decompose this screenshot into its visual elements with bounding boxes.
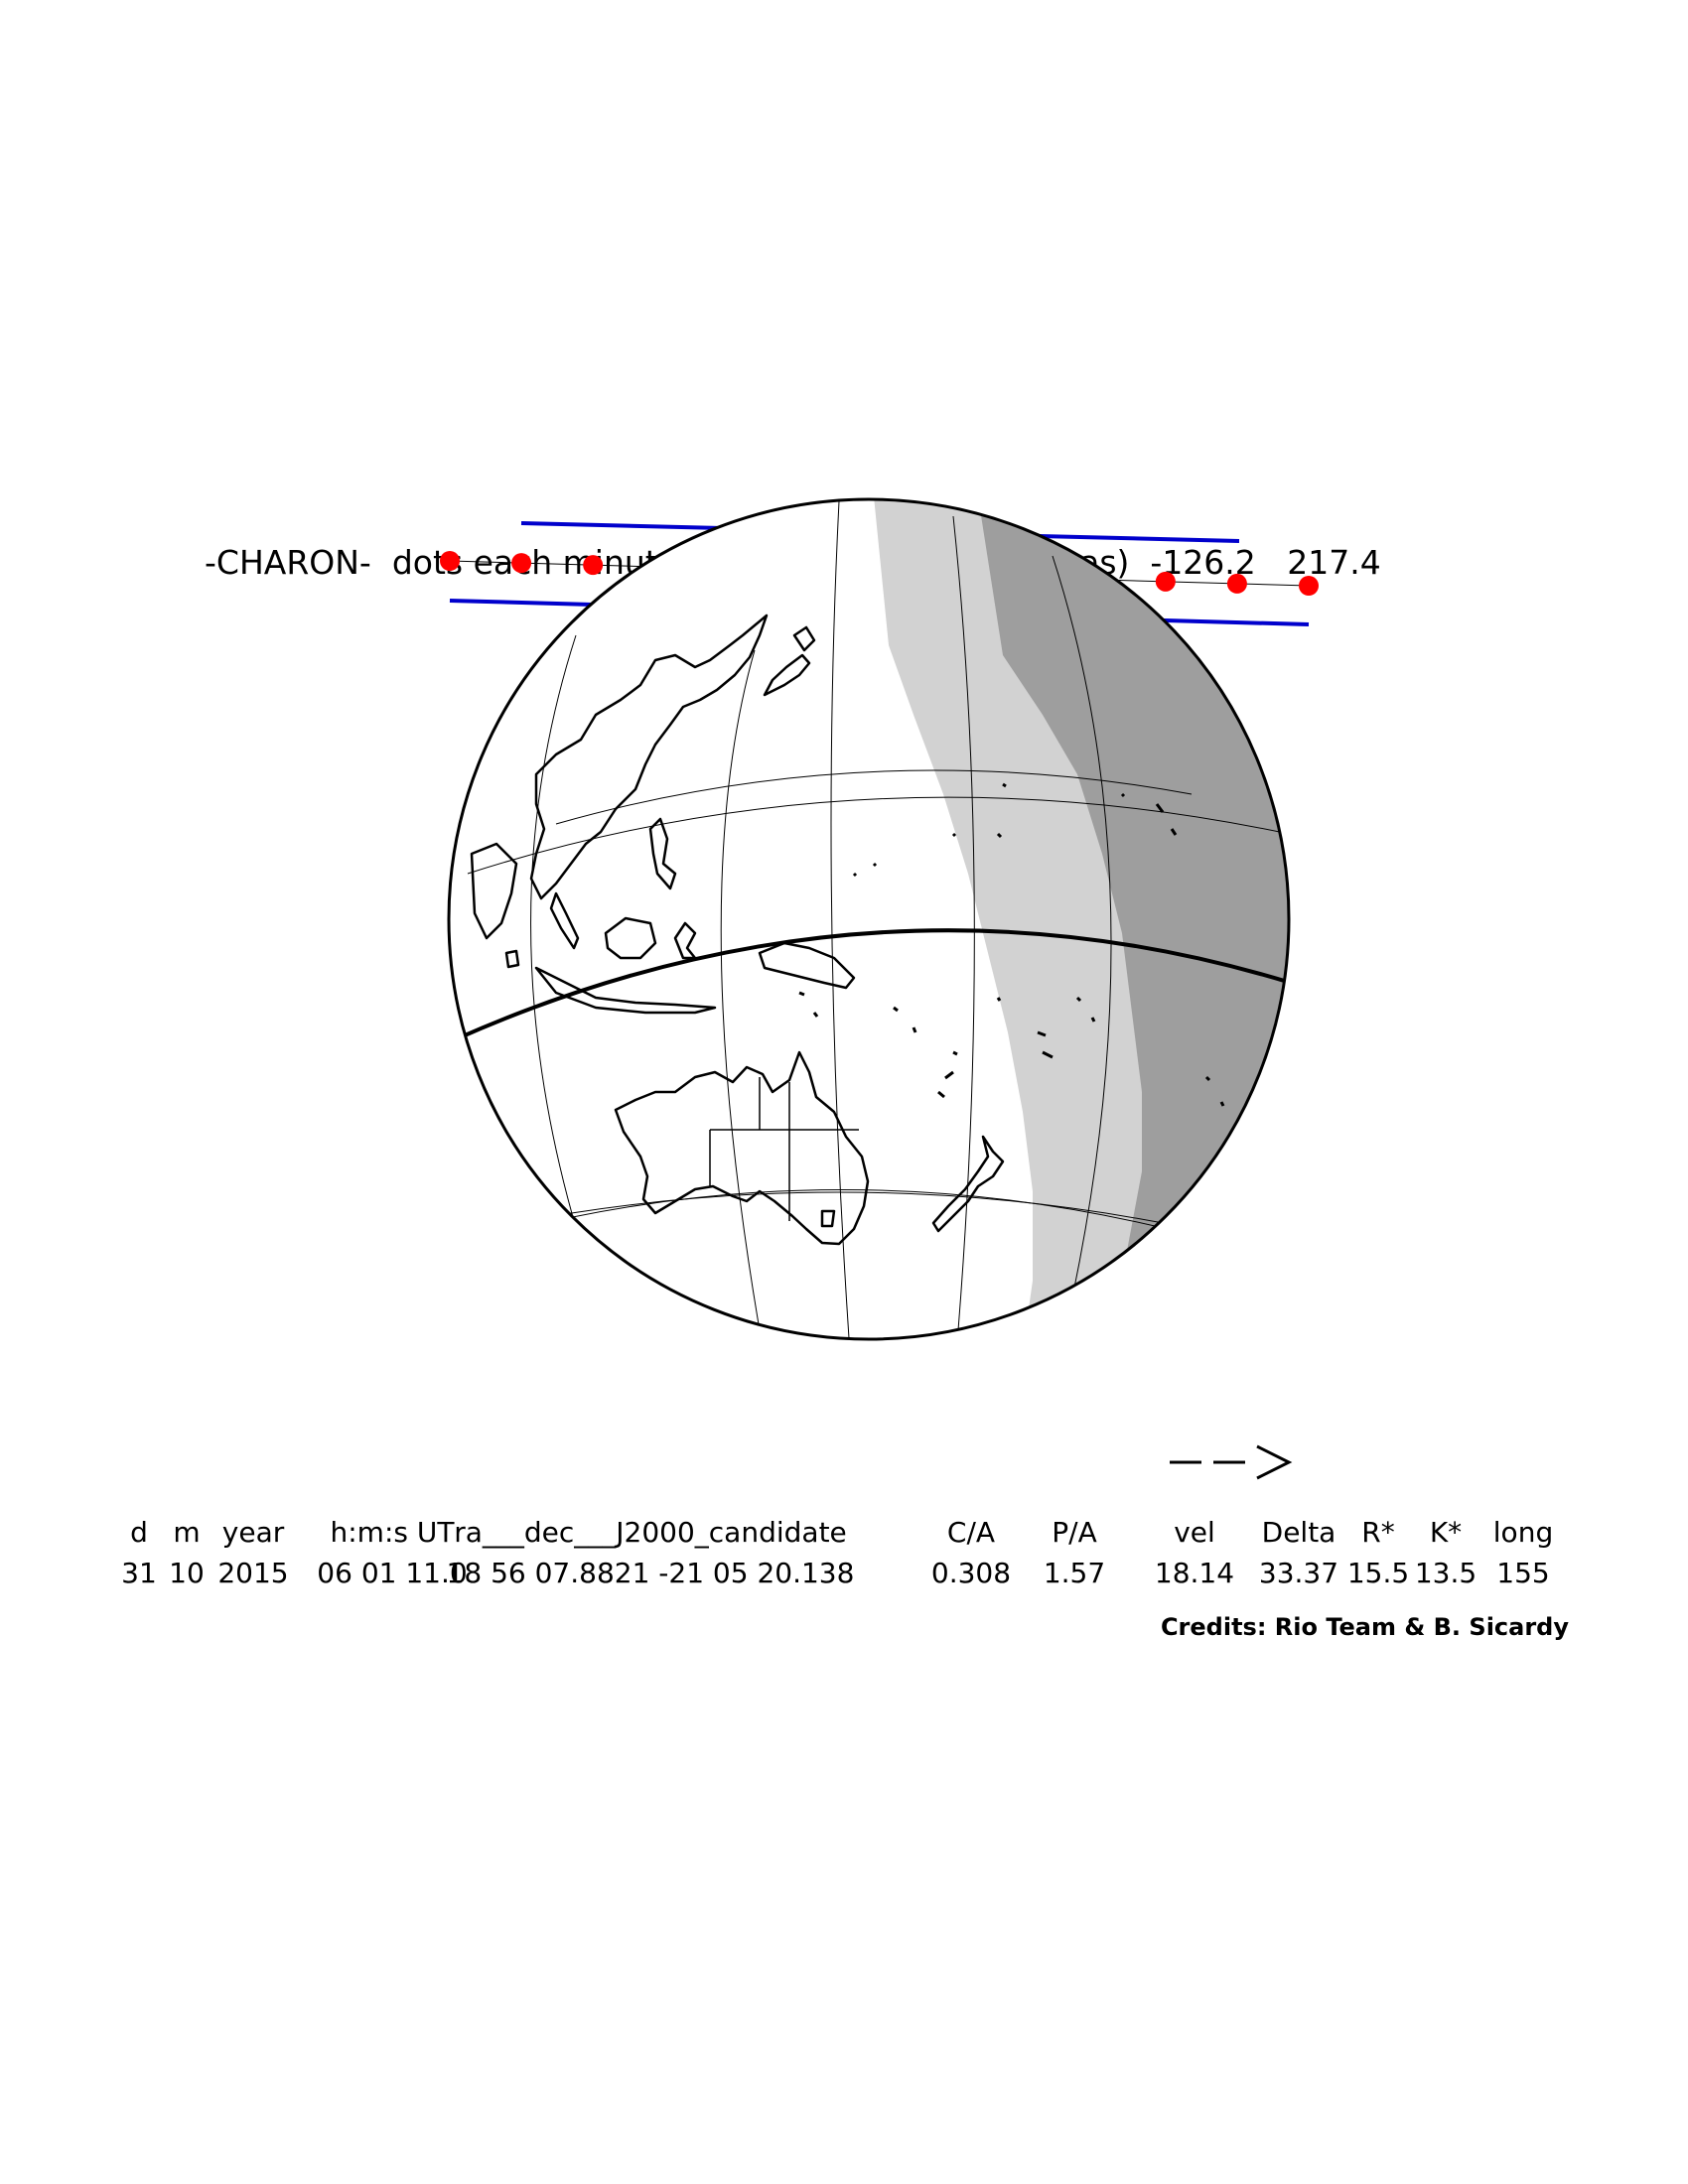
globe-outline (447, 497, 1291, 1341)
table-header: year (222, 1516, 285, 1549)
table-values: 31 10 2015 06 01 11.018 56 07.8821 -21 05 2… (121, 1557, 1550, 1589)
table-headers: d m year h:m:s UT ra___dec___J2000_candidate… (130, 1516, 1553, 1549)
table-header: ra___dec___J2000_candidate (454, 1516, 847, 1549)
minute-dot (583, 555, 604, 576)
new-guinea (758, 941, 856, 990)
graticule (451, 500, 1289, 1339)
table-header: Delta (1262, 1516, 1336, 1549)
direction-arrow (1170, 1444, 1293, 1480)
table-value: 13.5 (1415, 1557, 1477, 1589)
table-value: 1.57 (1044, 1557, 1105, 1589)
table-value: 15.5 (1347, 1557, 1409, 1589)
credits: Credits: Rio Team & B. Sicardy (1161, 1613, 1569, 1641)
east-asia-coast (529, 614, 769, 900)
table-value: 18.14 (1155, 1557, 1234, 1589)
new-zealand (931, 1135, 1005, 1233)
minute-dot (1226, 573, 1247, 594)
malay-peninsula (549, 891, 580, 950)
table-header: P/A (1052, 1516, 1096, 1549)
table-header: d (130, 1516, 148, 1549)
minute-dot (1155, 571, 1176, 592)
table-value: 10 (169, 1557, 205, 1589)
table-header: long (1493, 1516, 1553, 1549)
antarctica (707, 1368, 978, 1454)
table-value: 2015 (217, 1557, 288, 1589)
minute-dot (440, 551, 460, 571)
sri-lanka (504, 949, 520, 969)
table-value: 18 56 07.8821 -21 05 20.138 (447, 1557, 855, 1589)
tasmania (820, 1209, 836, 1228)
australia-state-borders (709, 1077, 859, 1221)
table-value: 06 01 11.0 (317, 1557, 467, 1589)
borneo (604, 916, 657, 960)
table-value: 155 (1496, 1557, 1549, 1589)
table-value: 0.308 (931, 1557, 1011, 1589)
minute-dot (1299, 576, 1319, 596)
philippines (648, 817, 677, 890)
table-header: R* (1361, 1516, 1394, 1549)
table-header: m (173, 1516, 200, 1549)
table-value: 33.37 (1259, 1557, 1338, 1589)
minute-dot (511, 553, 532, 574)
sulawesi (673, 921, 697, 960)
table-value: 31 (121, 1557, 157, 1589)
sumatra-java (534, 966, 717, 1015)
table-header: h:m:s UT (331, 1516, 456, 1549)
table-header: C/A (947, 1516, 995, 1549)
japan (763, 625, 816, 697)
table-header: K* (1430, 1516, 1462, 1549)
globe (447, 497, 1291, 1454)
australia-outline (614, 1050, 870, 1246)
india-edge (470, 842, 518, 940)
equator (449, 928, 1289, 1044)
table-header: vel (1174, 1516, 1215, 1549)
